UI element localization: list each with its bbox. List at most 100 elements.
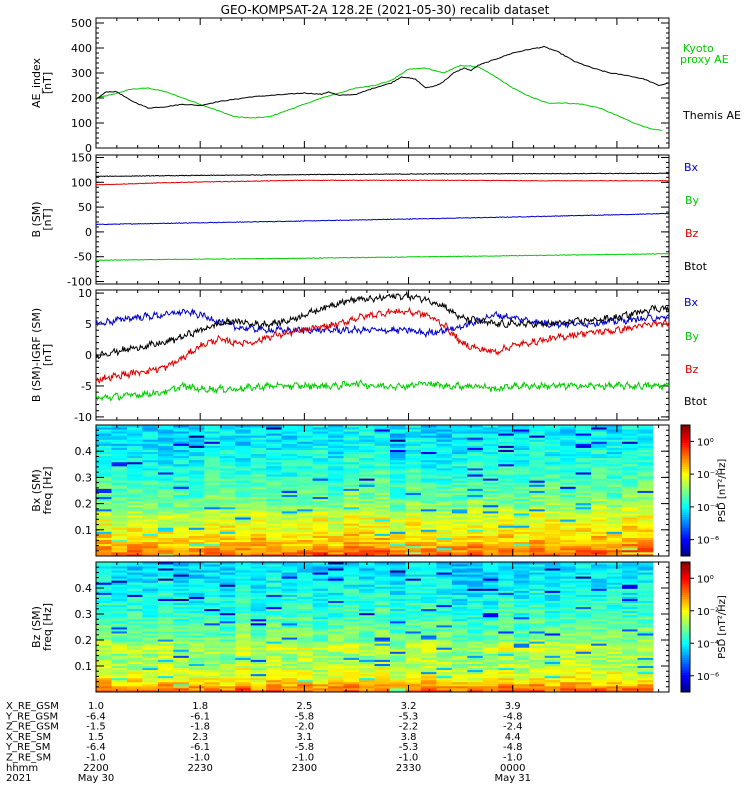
- spectrogram-cell: [204, 441, 221, 444]
- spectrogram-cell: [420, 600, 437, 604]
- spectrogram-cell: [188, 566, 205, 569]
- spectrogram-cell: [436, 494, 453, 498]
- spectrogram-cell: [529, 592, 546, 595]
- spectrogram-cell: [235, 486, 252, 489]
- spectrogram-cell: [606, 476, 623, 479]
- spectrogram-cell: [622, 457, 638, 461]
- spectrogram-cell: [142, 568, 159, 571]
- spectrogram-cell: [467, 677, 484, 681]
- spectrogram-cell: [281, 551, 298, 555]
- spectrogram-cell: [405, 496, 422, 500]
- spectrogram-cell: [188, 614, 205, 618]
- spectrogram-cell: [281, 614, 298, 618]
- spectrogram-cell: [467, 463, 484, 467]
- spectrogram-cell: [173, 447, 190, 450]
- spectrogram-cell: [157, 606, 174, 610]
- spectrogram-cell: [467, 669, 484, 673]
- spectrogram-cell: [235, 527, 252, 530]
- spectrogram-cell: [266, 631, 283, 634]
- spectrogram-cell: [281, 492, 298, 495]
- spectrogram-cell: [173, 604, 190, 608]
- spectrogram-cell: [513, 645, 530, 648]
- spectrogram-cell: [96, 681, 112, 685]
- spectrogram-cell: [482, 663, 499, 666]
- spectrogram-cell: [157, 531, 174, 534]
- spectrogram-cell: [204, 435, 221, 438]
- spectrogram-cell: [498, 610, 515, 614]
- spectrogram-cell: [173, 649, 190, 652]
- spectrogram-cell: [96, 474, 112, 477]
- spectrogram-cell: [219, 504, 236, 508]
- spectrogram-cell: [343, 449, 360, 453]
- spectrogram-cell: [343, 451, 360, 455]
- spectrogram-cell: [560, 425, 577, 428]
- spectrogram-cell: [297, 586, 314, 589]
- spectrogram-cell: [420, 474, 437, 477]
- spectrogram-cell: [529, 685, 546, 689]
- spectrogram-cell: [142, 594, 159, 597]
- spectrogram-cell: [250, 425, 267, 428]
- spectrogram-cell: [111, 463, 128, 467]
- y-axis-label-text: [nT]: [41, 344, 54, 366]
- spectrogram-cell: [297, 429, 314, 432]
- spectrogram-cell: [591, 669, 607, 673]
- spectrogram-cell: [482, 549, 499, 553]
- spectrogram-cell: [405, 527, 422, 530]
- spectrogram-cell: [622, 486, 638, 489]
- spectrogram-cell: [96, 608, 112, 612]
- spectrogram-cell: [235, 685, 252, 689]
- spectrogram-cell: [405, 488, 422, 491]
- spectrogram-cell: [436, 451, 453, 455]
- spectrogram-cell: [250, 655, 267, 658]
- spectrogram-cell: [482, 683, 499, 687]
- spectrogram-cell: [482, 502, 499, 506]
- spectrogram-cell: [467, 535, 484, 538]
- spectrogram-cell: [529, 553, 546, 557]
- spectrogram-cell: [157, 447, 174, 450]
- spectrogram-cell: [96, 665, 112, 669]
- spectrogram-cell: [591, 602, 607, 606]
- spectrogram-cell: [637, 465, 654, 469]
- spectrogram-cell: [111, 671, 128, 675]
- spectrogram-cell: [188, 508, 205, 512]
- spectrogram-cell: [219, 451, 236, 455]
- spectrogram-cell: [297, 543, 314, 547]
- spectrogram-cell: [482, 637, 499, 640]
- spectrogram-cell: [467, 490, 484, 493]
- spectrogram-cell: [374, 545, 391, 549]
- spectrogram-cell: [575, 616, 592, 620]
- spectrogram-cell: [544, 588, 561, 591]
- spectrogram-cell: [328, 431, 344, 434]
- spectrogram-cell: [405, 582, 422, 585]
- spectrogram-cell: [374, 463, 391, 467]
- spectrogram-cell: [157, 645, 174, 648]
- spectrogram-cell: [235, 689, 252, 693]
- y-tick-label: 400: [71, 42, 92, 55]
- spectrogram-cell: [343, 545, 360, 549]
- spectrogram-cell: [529, 639, 546, 642]
- spectrogram-cell: [420, 523, 437, 526]
- spectrogram-cell: [281, 539, 298, 543]
- spectrogram-cell: [637, 472, 654, 475]
- spectrogram-cell: [173, 551, 190, 555]
- spectrogram-cell: [142, 541, 159, 545]
- spectrogram-cell: [359, 635, 375, 638]
- spectrogram-cell: [436, 649, 453, 652]
- spectrogram-cell: [513, 463, 530, 467]
- spectrogram-cell: [374, 596, 391, 599]
- spectrogram-cell: [126, 570, 143, 573]
- spectrogram-cell: [544, 513, 561, 516]
- spectrogram-cell: [513, 665, 530, 669]
- spectrogram-cell: [343, 463, 360, 467]
- spectrogram-cell: [575, 510, 592, 514]
- spectrogram-cell: [219, 659, 236, 662]
- spectrogram-cell: [482, 506, 499, 510]
- spectrogram-cell: [560, 472, 577, 475]
- spectrogram-cell: [126, 431, 143, 434]
- spectrogram-cell: [420, 685, 437, 689]
- spectrogram-cell: [96, 467, 112, 471]
- spectrogram-cell: [281, 457, 298, 461]
- spectrogram-cell: [420, 590, 437, 593]
- spectrogram-cell: [250, 457, 267, 461]
- spectrogram-cell: [111, 580, 128, 583]
